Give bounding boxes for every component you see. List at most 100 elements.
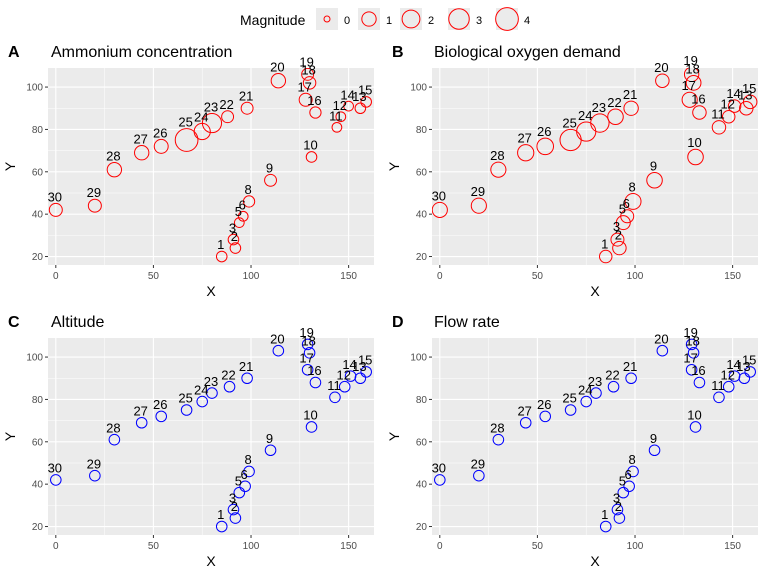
x-tick-label: 100	[627, 541, 644, 552]
x-axis-label: X	[590, 553, 600, 569]
data-point	[360, 366, 372, 378]
legend-keys: 0 1 2 3 4	[316, 7, 530, 31]
x-tick-label: 150	[724, 271, 741, 282]
data-point	[243, 465, 255, 478]
point-label: 12	[720, 367, 734, 382]
legend-key-circle	[361, 11, 377, 27]
legend-key-bg	[316, 8, 338, 30]
data-point	[517, 144, 535, 162]
point-label: 10	[303, 408, 317, 423]
data-point	[106, 161, 123, 178]
point-label: 24	[578, 382, 592, 397]
data-point	[108, 433, 121, 446]
data-point	[329, 391, 341, 404]
point-label: 6	[625, 467, 632, 482]
data-point	[331, 121, 343, 133]
legend-key-bg	[496, 8, 518, 30]
data-point	[610, 232, 625, 247]
point-label: 20	[270, 60, 284, 75]
point-label: 27	[133, 132, 147, 147]
legend-key-bg	[448, 8, 470, 30]
y-tick-label: 100	[26, 353, 43, 364]
data-point	[270, 73, 287, 89]
point-label: 17	[683, 350, 697, 365]
data-point	[490, 161, 507, 178]
point-label: 17	[297, 79, 311, 94]
point-label: 15	[742, 81, 756, 96]
data-point	[613, 512, 626, 524]
point-label: 22	[605, 367, 619, 382]
y-tick-label: 20	[416, 252, 428, 263]
panel-title: Ammonium concentration	[51, 44, 232, 61]
data-point	[685, 363, 698, 376]
data-point	[221, 110, 235, 124]
data-point	[627, 465, 639, 478]
data-point	[239, 480, 251, 493]
point-label: 2	[231, 229, 238, 244]
point-label: 18	[685, 61, 699, 76]
point-label: 28	[106, 420, 120, 435]
y-tick-label: 40	[416, 210, 428, 221]
data-point	[135, 416, 148, 429]
data-point	[309, 376, 322, 389]
y-tick-label: 60	[416, 167, 428, 178]
point-label: 13	[352, 89, 366, 104]
points	[50, 338, 372, 533]
point-label: 9	[650, 159, 657, 174]
data-point	[264, 173, 277, 187]
legend-key-circle	[323, 15, 331, 23]
point-label: 6	[241, 467, 248, 482]
data-point	[727, 99, 742, 113]
point-label: 27	[517, 403, 531, 418]
point-label: 9	[266, 160, 273, 175]
point-label: 14	[342, 357, 356, 372]
panel-title: Altitude	[51, 314, 104, 331]
data-point	[615, 215, 631, 231]
data-point	[223, 380, 236, 393]
data-point	[607, 108, 624, 125]
data-point	[272, 344, 285, 357]
data-point	[305, 151, 318, 163]
point-label: 17	[681, 78, 695, 93]
point-label: 15	[742, 353, 756, 368]
data-point	[50, 474, 62, 486]
data-point	[134, 145, 150, 161]
legend-key-label: 0	[344, 15, 350, 27]
data-point	[215, 250, 228, 263]
point-label: 17	[299, 350, 313, 365]
point-label: 29	[471, 184, 485, 199]
point-label: 20	[654, 331, 668, 346]
data-point	[612, 240, 627, 256]
point-label: 12	[333, 98, 347, 113]
point-label: 27	[517, 131, 531, 146]
point-label: 21	[239, 88, 253, 103]
data-point	[728, 370, 741, 382]
panel-tag: C	[8, 314, 20, 331]
point-label: 21	[623, 359, 637, 374]
point-label: 26	[537, 397, 551, 412]
data-point	[693, 376, 706, 389]
panel-tag: B	[392, 44, 404, 61]
y-tick-label: 80	[416, 395, 428, 406]
legend-key-bg	[400, 8, 422, 30]
data-point	[492, 433, 505, 446]
data-point	[335, 111, 347, 123]
data-point	[683, 68, 700, 83]
x-tick-label: 0	[53, 271, 59, 282]
data-point	[354, 102, 367, 115]
plot-background	[432, 338, 758, 535]
data-point	[713, 391, 725, 404]
data-point	[206, 387, 218, 399]
data-point	[301, 363, 314, 376]
point-label: 28	[490, 420, 504, 435]
data-point	[559, 128, 582, 152]
point-label: 5	[235, 473, 242, 488]
point-label: 1	[601, 507, 608, 522]
point-label: 20	[654, 60, 668, 75]
point-label: 30	[48, 461, 62, 476]
y-tick-label: 40	[32, 480, 44, 491]
data-point	[689, 421, 702, 433]
x-tick-label: 0	[437, 271, 443, 282]
